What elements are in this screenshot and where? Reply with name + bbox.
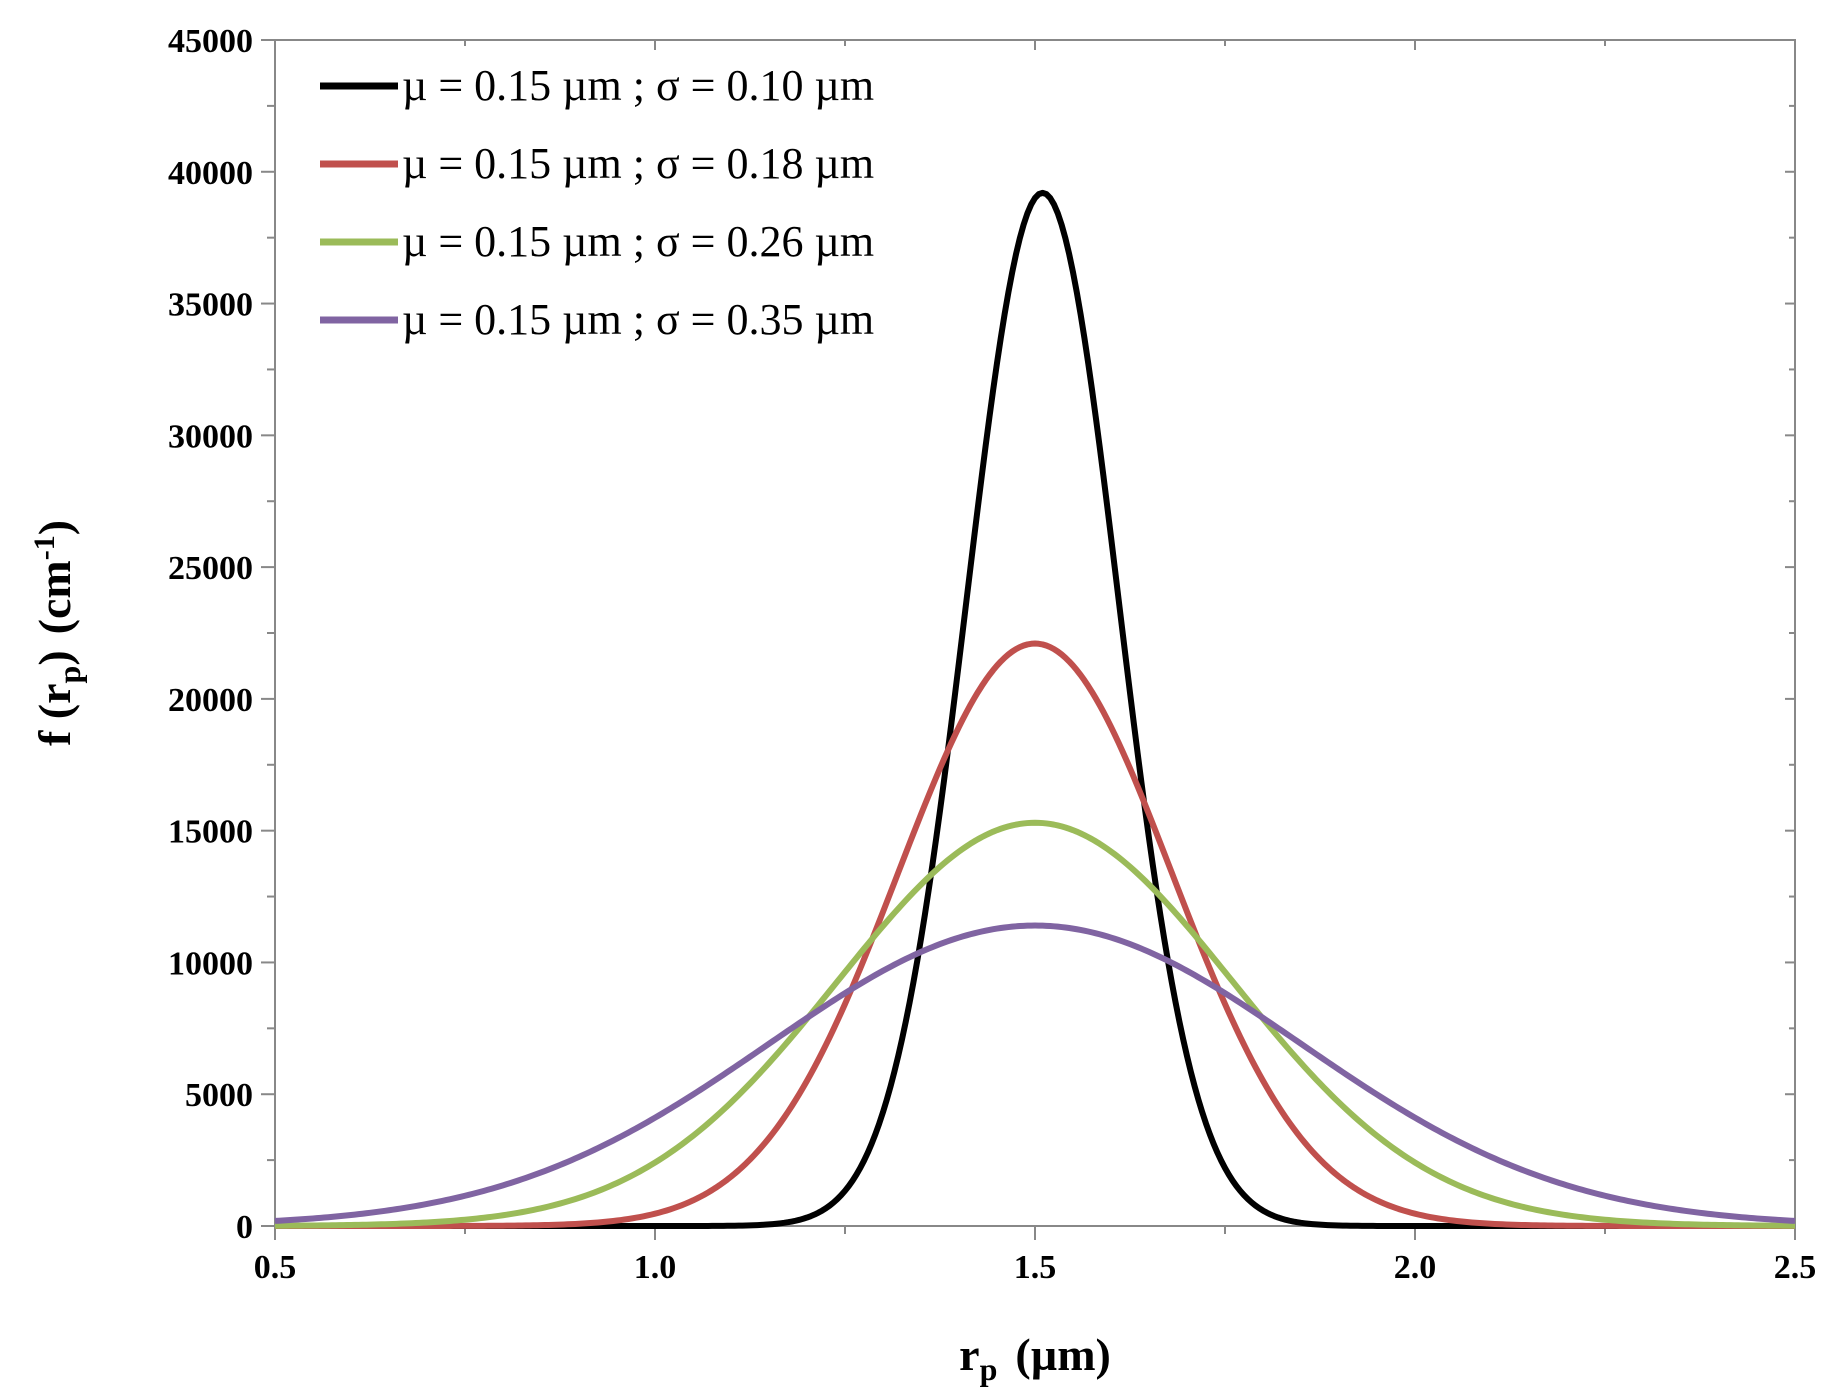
y-axis-title-sub: p bbox=[51, 666, 87, 684]
x-tick-label-4: 2.5 bbox=[1774, 1249, 1817, 1286]
y-axis-title: f (rp) (cm-1) bbox=[28, 520, 87, 746]
series-line-3 bbox=[274, 922, 1796, 1224]
legend-label-0: µ = 0.15 µm ; σ = 0.10 µm bbox=[402, 61, 874, 110]
y-tick-label-9: 45000 bbox=[168, 23, 253, 60]
y-axis-title-main: f (r bbox=[29, 683, 80, 746]
x-axis-title-unit: (µm) bbox=[1015, 1329, 1110, 1380]
y-axis-title-sup: -1 bbox=[28, 535, 61, 560]
x-tick-label-2: 1.5 bbox=[1014, 1249, 1057, 1286]
y-tick-label-2: 10000 bbox=[168, 945, 253, 982]
legend-label-1: µ = 0.15 µm ; σ = 0.18 µm bbox=[402, 139, 874, 188]
y-tick-label-8: 40000 bbox=[168, 155, 253, 192]
y-tick-label-6: 30000 bbox=[168, 418, 253, 455]
axes: 0 5000 10000 15000 20000 25000 30000 35000 40000… bbox=[168, 23, 1816, 1286]
y-tick-label-7: 35000 bbox=[168, 287, 253, 324]
y-tick-label-1: 5000 bbox=[185, 1077, 253, 1114]
y-axis-title-unit-close: ) bbox=[29, 520, 80, 535]
x-tick-label-3: 2.0 bbox=[1394, 1249, 1437, 1286]
x-axis-title: rp (µm) bbox=[959, 1329, 1111, 1387]
x-axis-title-main: r bbox=[959, 1329, 979, 1380]
series-line-0 bbox=[275, 189, 1795, 1229]
series-line-1 bbox=[275, 640, 1795, 1229]
x-tick-label-1: 1.0 bbox=[634, 1249, 677, 1286]
y-axis-title-close: ) bbox=[29, 650, 80, 665]
legend-label-3: µ = 0.15 µm ; σ = 0.35 µm bbox=[402, 295, 874, 344]
x-tick-label-0: 0.5 bbox=[254, 1249, 297, 1286]
y-tick-label-0: 0 bbox=[236, 1209, 253, 1246]
legend-label-2: µ = 0.15 µm ; σ = 0.26 µm bbox=[402, 217, 874, 266]
y-tick-label-4: 20000 bbox=[168, 682, 253, 719]
series-line-2 bbox=[274, 819, 1796, 1229]
series-layer bbox=[274, 189, 1796, 1229]
y-axis-title-unit-open: (cm bbox=[29, 560, 80, 634]
legend: µ = 0.15 µm ; σ = 0.10 µm µ = 0.15 µm ; σ… bbox=[320, 61, 874, 344]
y-tick-label-5: 25000 bbox=[168, 550, 253, 587]
y-tick-label-3: 15000 bbox=[168, 814, 253, 851]
x-axis-title-sub: p bbox=[980, 1351, 998, 1387]
